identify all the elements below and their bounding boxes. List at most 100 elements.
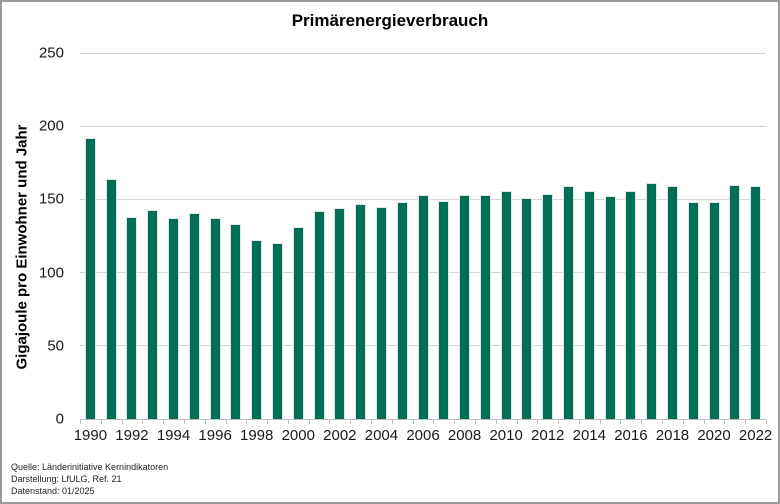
attribution-line: Darstellung: LfULG, Ref. 21 [11,474,122,485]
x-axis-tick [558,420,560,424]
gridline-250 [80,52,766,54]
bar-2004 [375,206,387,419]
source-line: Quelle: Länderinitiative Kernindikatoren [11,462,169,472]
x-axis-tick [100,420,102,424]
x-axis-tick [121,420,123,424]
x-tick-label-1996: 1996 [198,427,232,444]
bar-2003 [355,203,367,419]
bar-2000 [292,227,304,419]
x-tick-label-1992: 1992 [115,427,149,444]
bar-1990 [84,137,96,419]
bar-2010 [500,190,512,419]
bar-2002 [334,208,346,419]
x-tick-label-2018: 2018 [655,427,690,444]
bar-1992 [126,216,138,419]
y-axis-label: Gigajoule pro Einwohner und Jahr [13,124,31,370]
x-axis-tick [267,420,269,424]
chart-title: Primärenergieverbrauch [291,11,489,30]
x-tick-label-2012: 2012 [531,427,565,444]
bar-2011 [521,197,533,419]
y-tick-label-50: 50 [47,337,64,355]
x-axis-tick [745,420,747,424]
y-tick-label-150: 150 [38,190,64,208]
bar-2001 [313,211,325,419]
x-axis-tick [703,420,705,424]
bar-2005 [396,202,408,419]
footer: Quelle: Länderinitiative Kernindikatoren… [11,461,168,498]
bar-2008 [459,195,471,419]
bar-1994 [168,218,180,419]
x-axis-tick [287,420,289,424]
y-tick-label-0: 0 [55,410,64,428]
bar-2013 [563,186,574,419]
x-axis-tick [599,420,601,424]
x-tick-label-2014: 2014 [572,427,606,444]
y-tick-label-100: 100 [38,264,64,282]
bar-2018 [666,186,678,419]
x-axis-tick [371,420,373,424]
bar-2014 [583,190,595,419]
x-tick-label-2008: 2008 [447,427,482,444]
x-tick-label-2020: 2020 [697,427,731,444]
x-axis-tick [246,420,248,424]
bar-2021 [729,184,741,419]
bar-2019 [687,202,699,419]
x-axis-tick [474,420,476,424]
x-axis-tick [391,420,393,424]
bar-2009 [479,195,491,419]
bar-2022 [750,186,762,419]
x-axis-tick [620,420,622,424]
x-axis-tick [204,420,206,424]
bar-2012 [542,193,554,419]
y-tick-label-250: 250 [38,44,64,62]
x-axis-tick [80,420,81,424]
x-axis-tick [163,420,165,424]
bar-1995 [188,212,200,419]
x-axis-tick [433,420,435,424]
bar-2016 [625,190,637,419]
bar-2015 [604,196,616,419]
bar-1991 [105,178,117,419]
x-axis-tick [641,420,643,424]
bar-1996 [209,218,221,419]
x-tick-label-1994: 1994 [156,427,191,444]
x-axis-tick [766,420,767,424]
x-tick-label-2004: 2004 [364,427,399,444]
x-tick-label-2000: 2000 [281,427,315,444]
x-tick-label-2016: 2016 [614,427,648,444]
x-axis-tick [578,420,580,424]
bar-1999 [271,243,283,419]
x-tick-label-2022: 2022 [738,427,773,444]
x-axis-tick [537,420,539,424]
x-axis-tick [662,420,664,424]
x-tick-label-1990: 1990 [73,427,108,444]
x-tick-label-2002: 2002 [323,427,357,444]
x-tick-label-2006: 2006 [406,427,440,444]
x-tick-label-1998: 1998 [240,427,274,444]
x-axis-tick [682,420,684,424]
x-axis-tick [308,420,310,424]
bar-1998 [251,240,263,419]
bar-1993 [147,209,159,419]
x-tick-label-2010: 2010 [489,427,523,444]
x-axis-tick [724,420,726,424]
x-axis-tick [183,420,185,424]
gridline-200 [80,125,766,127]
x-axis-tick [225,420,227,424]
x-axis-tick [350,420,352,424]
x-axis-tick [516,420,518,424]
x-axis-tick [142,420,144,424]
y-tick-label-200: 200 [38,117,64,135]
x-axis-tick [454,420,456,424]
x-axis-tick [412,420,414,424]
x-axis-line [80,419,766,420]
bar-2020 [708,202,720,419]
x-axis-tick [329,420,331,424]
bar-2007 [438,200,450,419]
data-date-line: Datenstand: 01/2025 [11,486,95,497]
plot-area [80,52,767,424]
bar-2006 [417,195,429,419]
x-axis-tick [495,420,497,424]
bar-1997 [230,224,242,419]
